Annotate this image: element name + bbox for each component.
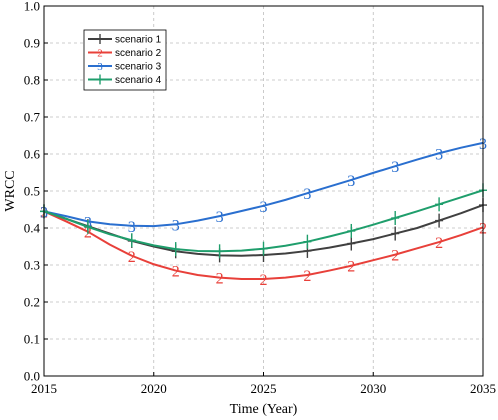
data-point: 3 [172,217,180,234]
data-point [215,244,224,259]
digit-marker: 3 [216,209,224,226]
digit-marker: 2 [435,235,443,252]
x-tick-label: 2015 [31,381,57,396]
data-point [171,242,180,257]
legend-digit-marker: 2 [97,48,103,60]
data-point: 2 [172,264,180,281]
plus-marker [259,241,268,256]
x-axis-title: Time (Year) [230,402,298,417]
plus-marker [83,219,92,234]
data-point: 2 [260,272,268,289]
data-point: 2 [391,248,399,265]
plus-marker [127,233,136,248]
digit-marker: 2 [260,272,268,289]
digit-marker: 3 [347,173,355,190]
legend-item-3: 3 scenario 3 [88,61,162,73]
data-point [391,211,400,226]
y-tick-label: 0.7 [24,110,41,125]
plus-marker [303,234,312,249]
y-axis-title: WRCC [3,170,18,211]
digit-marker: 3 [172,217,180,234]
data-point: 2 [216,271,224,288]
legend-item-1: scenario 1 [88,34,162,46]
data-point: 3 [391,159,399,176]
y-tick-label: 0.8 [24,73,40,88]
series-lines: 2222222222233333333333 [40,136,487,289]
data-point: 2 [435,235,443,252]
legend-item-4: scenario 4 [88,74,162,86]
legend-label: scenario 2 [115,48,162,59]
plus-marker [435,213,444,228]
data-point: 3 [260,199,268,216]
digit-marker: 2 [347,259,355,276]
data-point [259,241,268,256]
data-point [435,213,444,228]
y-tick-label: 0.9 [24,36,40,51]
plus-marker [171,242,180,257]
y-tick-label: 0.0 [24,369,40,384]
plus-marker [347,236,356,251]
y-tick-label: 0.4 [24,221,41,236]
data-point [435,197,444,212]
legend-label: scenario 4 [115,75,162,86]
plus-marker [347,223,356,238]
data-point: 2 [128,249,136,266]
series-line [43,141,484,228]
x-tick-label: 2030 [360,381,386,396]
digit-marker: 2 [172,264,180,281]
y-tick-label: 0.3 [24,258,40,273]
legend-label: scenario 1 [115,35,162,46]
digit-marker: 2 [391,248,399,265]
y-tick-label: 0.1 [24,332,40,347]
plus-marker [215,244,224,259]
y-tick-label: 1.0 [24,0,40,14]
legend-digit-marker: 3 [97,61,103,73]
series-line [43,210,484,281]
data-point [83,219,92,234]
digit-marker: 2 [303,268,311,285]
data-point: 3 [347,173,355,190]
y-tick-label: 0.2 [24,295,40,310]
digit-marker: 3 [260,199,268,216]
data-point: 2 [303,268,311,285]
data-point: 3 [128,219,136,236]
data-point: 3 [435,146,443,163]
digit-marker: 2 [128,249,136,266]
axes: 2015 2020 2025 2030 2035 0.0 0.1 0.2 0.3 0.4 0.5 0.… [24,0,496,396]
digit-marker: 2 [216,271,224,288]
digit-marker: 3 [128,219,136,236]
data-point [391,226,400,241]
plus-marker [391,226,400,241]
y-tick-label: 0.5 [24,184,40,199]
digit-marker: 3 [303,186,311,203]
data-point [127,233,136,248]
digit-marker: 3 [391,159,399,176]
data-point [347,223,356,238]
plus-marker [435,197,444,212]
data-point: 3 [216,209,224,226]
y-tick-label: 0.6 [24,147,41,162]
data-point: 3 [303,186,311,203]
data-point [303,234,312,249]
x-tick-label: 2020 [141,381,167,396]
data-point [347,236,356,251]
legend: scenario 1 2 scenario 2 3 scenario 3 scenario… [83,29,167,91]
digit-marker: 3 [435,146,443,163]
legend-item-2: 2 scenario 2 [88,48,162,60]
data-point: 2 [347,259,355,276]
x-tick-label: 2035 [470,381,496,396]
plus-marker [391,211,400,226]
legend-label: scenario 3 [115,62,162,73]
x-tick-label: 2025 [251,381,277,396]
